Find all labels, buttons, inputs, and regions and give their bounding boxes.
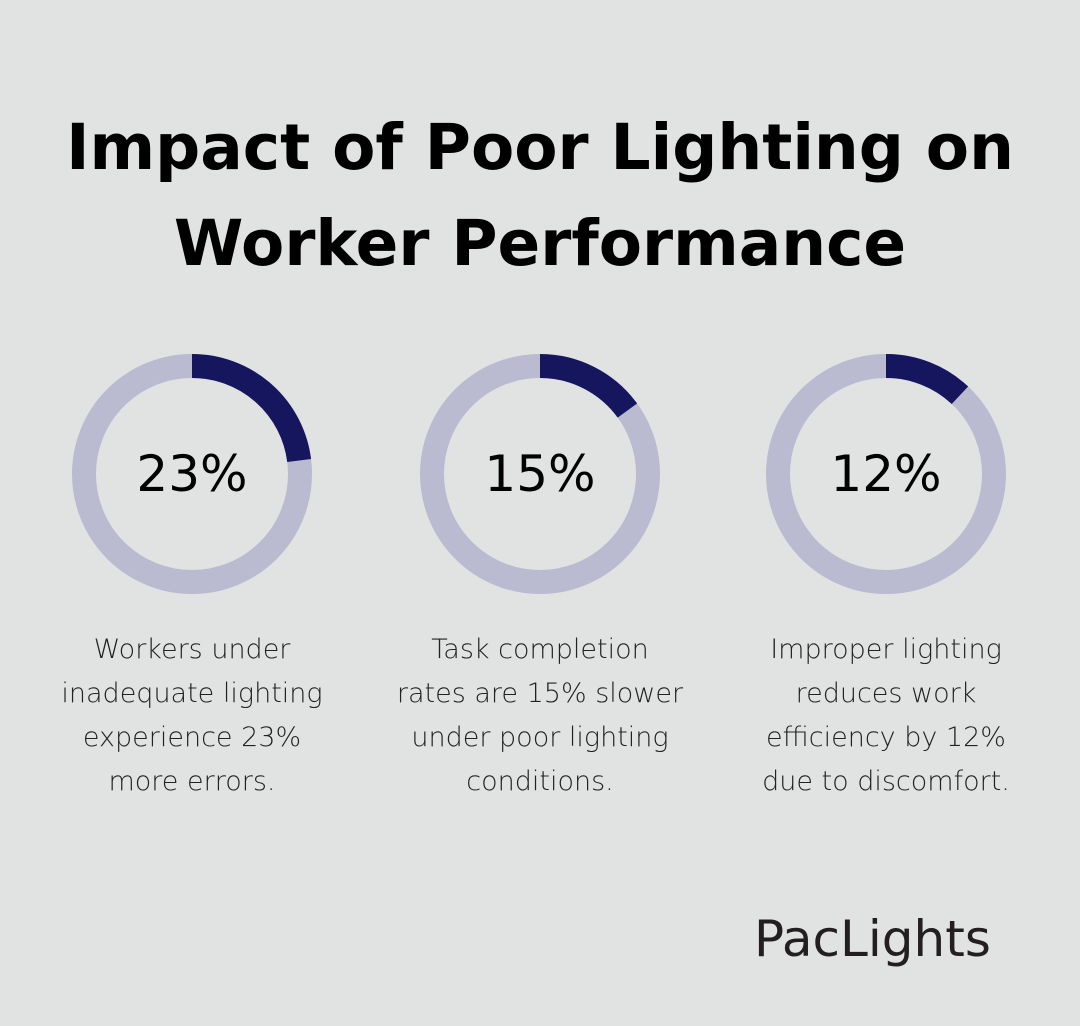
donut-ring-12 bbox=[766, 354, 1006, 594]
donut-gauge: 15% bbox=[420, 354, 660, 594]
desc-line: under poor lighting bbox=[411, 722, 669, 753]
desc-line: experience 23% bbox=[82, 722, 302, 753]
stat-description: Task completion rates are 15% slower und… bbox=[390, 628, 690, 804]
desc-line: Improper lighting bbox=[770, 634, 1002, 665]
desc-line: Workers under bbox=[93, 634, 291, 665]
desc-line: conditions. bbox=[466, 766, 614, 797]
desc-line: reduces work bbox=[795, 678, 977, 709]
donut-gauge: 23% bbox=[72, 354, 312, 594]
stat-value: 15% bbox=[484, 445, 596, 503]
stat-value: 23% bbox=[136, 445, 248, 503]
title-line-2: Worker Performance bbox=[173, 207, 907, 280]
stat-card-errors: 23% Workers under inadequate lighting ex… bbox=[42, 354, 342, 804]
stat-description: Improper lighting reduces work efficienc… bbox=[736, 628, 1036, 804]
paclights-logo: PacLights bbox=[754, 910, 991, 968]
desc-line: efficiency by 12% bbox=[766, 722, 1006, 753]
stat-card-efficiency: 12% Improper lighting reduces work effic… bbox=[736, 354, 1036, 804]
stat-value: 12% bbox=[830, 445, 942, 503]
stat-card-completion: 15% Task completion rates are 15% slower… bbox=[390, 354, 690, 804]
desc-line: more errors. bbox=[108, 766, 276, 797]
donut-gauge: 12% bbox=[766, 354, 1006, 594]
stat-description: Workers under inadequate lighting experi… bbox=[42, 628, 342, 804]
desc-line: rates are 15% slower bbox=[396, 678, 684, 709]
donut-ring-15 bbox=[420, 354, 660, 594]
desc-line: inadequate lighting bbox=[61, 678, 323, 709]
desc-line: due to discomfort. bbox=[762, 766, 1010, 797]
page-title: Impact of Poor Lighting on Worker Perfor… bbox=[0, 100, 1080, 292]
donut-ring-23 bbox=[72, 354, 312, 594]
desc-line: Task completion bbox=[431, 634, 649, 665]
title-line-1: Impact of Poor Lighting on bbox=[66, 111, 1014, 184]
